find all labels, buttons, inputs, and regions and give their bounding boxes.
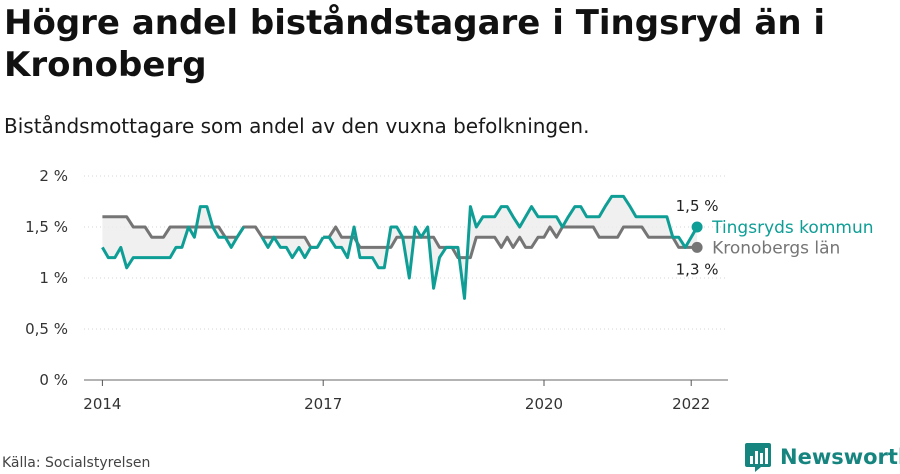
y-tick-label: 2 % [39,167,68,185]
brand[interactable]: Newsworthy [744,441,900,473]
plot-background [84,166,728,380]
y-tick-label: 0,5 % [25,320,68,338]
series-line-tingsryd [323,194,699,300]
bar-chart-logo-icon [745,443,771,472]
source-note: Källa: Socialstyrelsen [2,455,151,471]
x-tick-label: 2022 [672,395,710,413]
difference-band-area [323,196,698,299]
difference-band-area [102,206,244,268]
legend-label-kronoberg: Kronobergs län [712,238,840,258]
end-marker-kronoberg [691,241,703,253]
series-line-tingsryd [260,235,325,260]
axes: 0 % 0,5 % 1 % 1,5 % 2 % 2014 2017 2020 2022 [25,167,710,413]
end-value-tingsryd: 1,5 % [676,197,719,215]
legend-label-tingsryd: Tingsryds kommun [711,218,873,238]
y-tick-label: 0 % [39,371,68,389]
x-tick-label: 2020 [525,395,563,413]
y-tick-label: 1,5 % [25,218,68,236]
end-marker-tingsryd [691,221,703,233]
end-value-kronoberg: 1,3 % [676,260,719,278]
x-tick-label: 2017 [304,395,342,413]
series-line-kronoberg [102,215,318,249]
y-tick-label: 1 % [39,269,68,287]
series-line-kronoberg [323,225,698,260]
brand-name: Newsworthy [780,445,900,469]
end-labels: 1,5 % Tingsryds kommun 1,3 % Kronobergs län [676,197,874,278]
series-line-tingsryd [101,205,245,270]
chart-subtitle: Biståndsmottagare som andel av den vuxna… [4,114,590,138]
series-lines [101,194,699,300]
x-tick-label: 2014 [83,395,121,413]
chart-title: Högre andel biståndstagare i Tingsryd än… [4,3,826,85]
